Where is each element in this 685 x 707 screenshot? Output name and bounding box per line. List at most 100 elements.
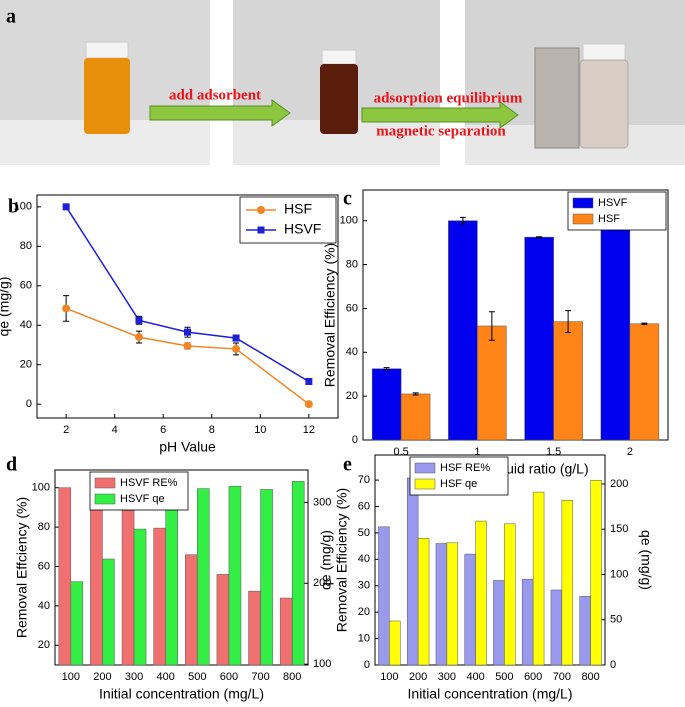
- marker: [135, 316, 143, 324]
- bar: [133, 528, 147, 666]
- x-tick-label: 200: [409, 671, 427, 683]
- error-bar: [383, 367, 390, 371]
- legend-label: HSVF qe: [120, 493, 165, 505]
- x-tick-label: 700: [553, 671, 571, 683]
- bar: [90, 504, 103, 666]
- bar: [153, 527, 166, 666]
- y2-tick-label: 100: [610, 568, 628, 580]
- x-tick-label: 600: [524, 671, 542, 683]
- legend-label: HSF RE%: [440, 462, 490, 474]
- y-axis-label: Removal Efficiency (%): [334, 488, 350, 632]
- x-tick-label: 400: [157, 671, 175, 683]
- x-axis-label: Initial concentration (mg/L): [99, 686, 264, 702]
- x-tick-label: 300: [438, 671, 456, 683]
- x-axis-label: pH Value: [159, 439, 216, 455]
- bar: [216, 574, 230, 666]
- x-tick-label: 400: [466, 671, 484, 683]
- bar: [448, 220, 478, 441]
- legend-label: HSF qe: [440, 478, 477, 490]
- x-tick-label: 600: [220, 671, 238, 683]
- marker: [232, 344, 241, 353]
- legend-swatch: [572, 197, 594, 209]
- cap: [582, 43, 626, 61]
- x-tick-label: 500: [495, 671, 513, 683]
- y-tick-label: 20: [38, 639, 50, 651]
- bar: [185, 554, 198, 666]
- plot-frame: [54, 469, 309, 666]
- bar: [228, 485, 242, 666]
- legend-label: HSVF RE%: [120, 477, 178, 489]
- y-tick-label: 60: [20, 280, 32, 292]
- marker: [134, 333, 143, 342]
- bar: [121, 510, 135, 666]
- y2-tick-label: 200: [610, 478, 628, 490]
- legend-label: HSVF: [284, 221, 321, 237]
- legend-swatch: [414, 462, 436, 474]
- y-tick-label: 100: [14, 201, 32, 213]
- x-tick-label: 1: [474, 446, 480, 458]
- y-tick-label: 40: [20, 319, 32, 331]
- x-tick-label: 200: [93, 671, 111, 683]
- y-tick-label: 30: [358, 580, 370, 592]
- legend-swatch: [414, 478, 436, 490]
- bar: [521, 578, 534, 666]
- y-axis-label: Removal Effciency (%): [14, 497, 30, 638]
- y2-tick-label: 300: [313, 496, 331, 508]
- marker: [62, 203, 70, 211]
- bar: [58, 487, 72, 666]
- y-axis-label: qe (mg/g): [318, 530, 334, 590]
- bar: [590, 480, 602, 666]
- error-bar: [536, 236, 543, 239]
- bar: [279, 597, 293, 666]
- x-tick-label: 10: [254, 424, 266, 436]
- bar: [378, 526, 390, 666]
- marker: [304, 400, 313, 409]
- x-tick-label: 800: [581, 671, 599, 683]
- bar: [389, 620, 401, 666]
- bar: [248, 590, 261, 666]
- x-tick-label: 700: [251, 671, 269, 683]
- arrow: [149, 99, 291, 127]
- bar: [553, 321, 583, 441]
- bar: [600, 222, 631, 441]
- y-tick-label: 80: [346, 258, 358, 270]
- marker: [305, 377, 313, 385]
- annotation: add adsorbent: [169, 87, 261, 103]
- x-tick-label: 4: [112, 424, 118, 436]
- panel-label: e: [343, 454, 352, 476]
- bar: [406, 477, 419, 666]
- y2-tick-label: 100: [313, 658, 331, 670]
- bar: [260, 489, 273, 666]
- legend-swatch: [572, 213, 594, 225]
- cap: [85, 41, 129, 59]
- marker: [184, 328, 191, 336]
- bar: [291, 481, 305, 666]
- legend-swatch: [94, 477, 116, 489]
- bar: [165, 504, 178, 666]
- marker: [232, 334, 240, 342]
- bar: [371, 368, 402, 441]
- bar: [504, 523, 516, 666]
- bar: [629, 323, 660, 441]
- y-tick-label: 20: [346, 390, 358, 402]
- bar: [435, 543, 448, 666]
- y-tick-label: 20: [358, 606, 370, 618]
- bar: [70, 581, 84, 666]
- error-bar: [565, 310, 572, 334]
- bottle: [84, 58, 130, 134]
- y-tick-label: 40: [346, 346, 358, 358]
- legend-marker: [257, 206, 265, 214]
- bar: [477, 325, 507, 441]
- y-axis-label: qe (mg/g): [0, 277, 12, 337]
- panel-label: a: [6, 6, 16, 28]
- y-tick-label: 40: [358, 553, 370, 565]
- y-tick-label: 100: [340, 215, 358, 227]
- x-tick-label: 6: [160, 424, 166, 436]
- x-axis-label: Initial concentration (mg/L): [408, 686, 573, 702]
- legend-label: HSF: [598, 213, 620, 225]
- bottle: [579, 59, 629, 149]
- x-tick-label: 100: [380, 671, 398, 683]
- y2-axis-label: qe (mg/g): [638, 530, 654, 590]
